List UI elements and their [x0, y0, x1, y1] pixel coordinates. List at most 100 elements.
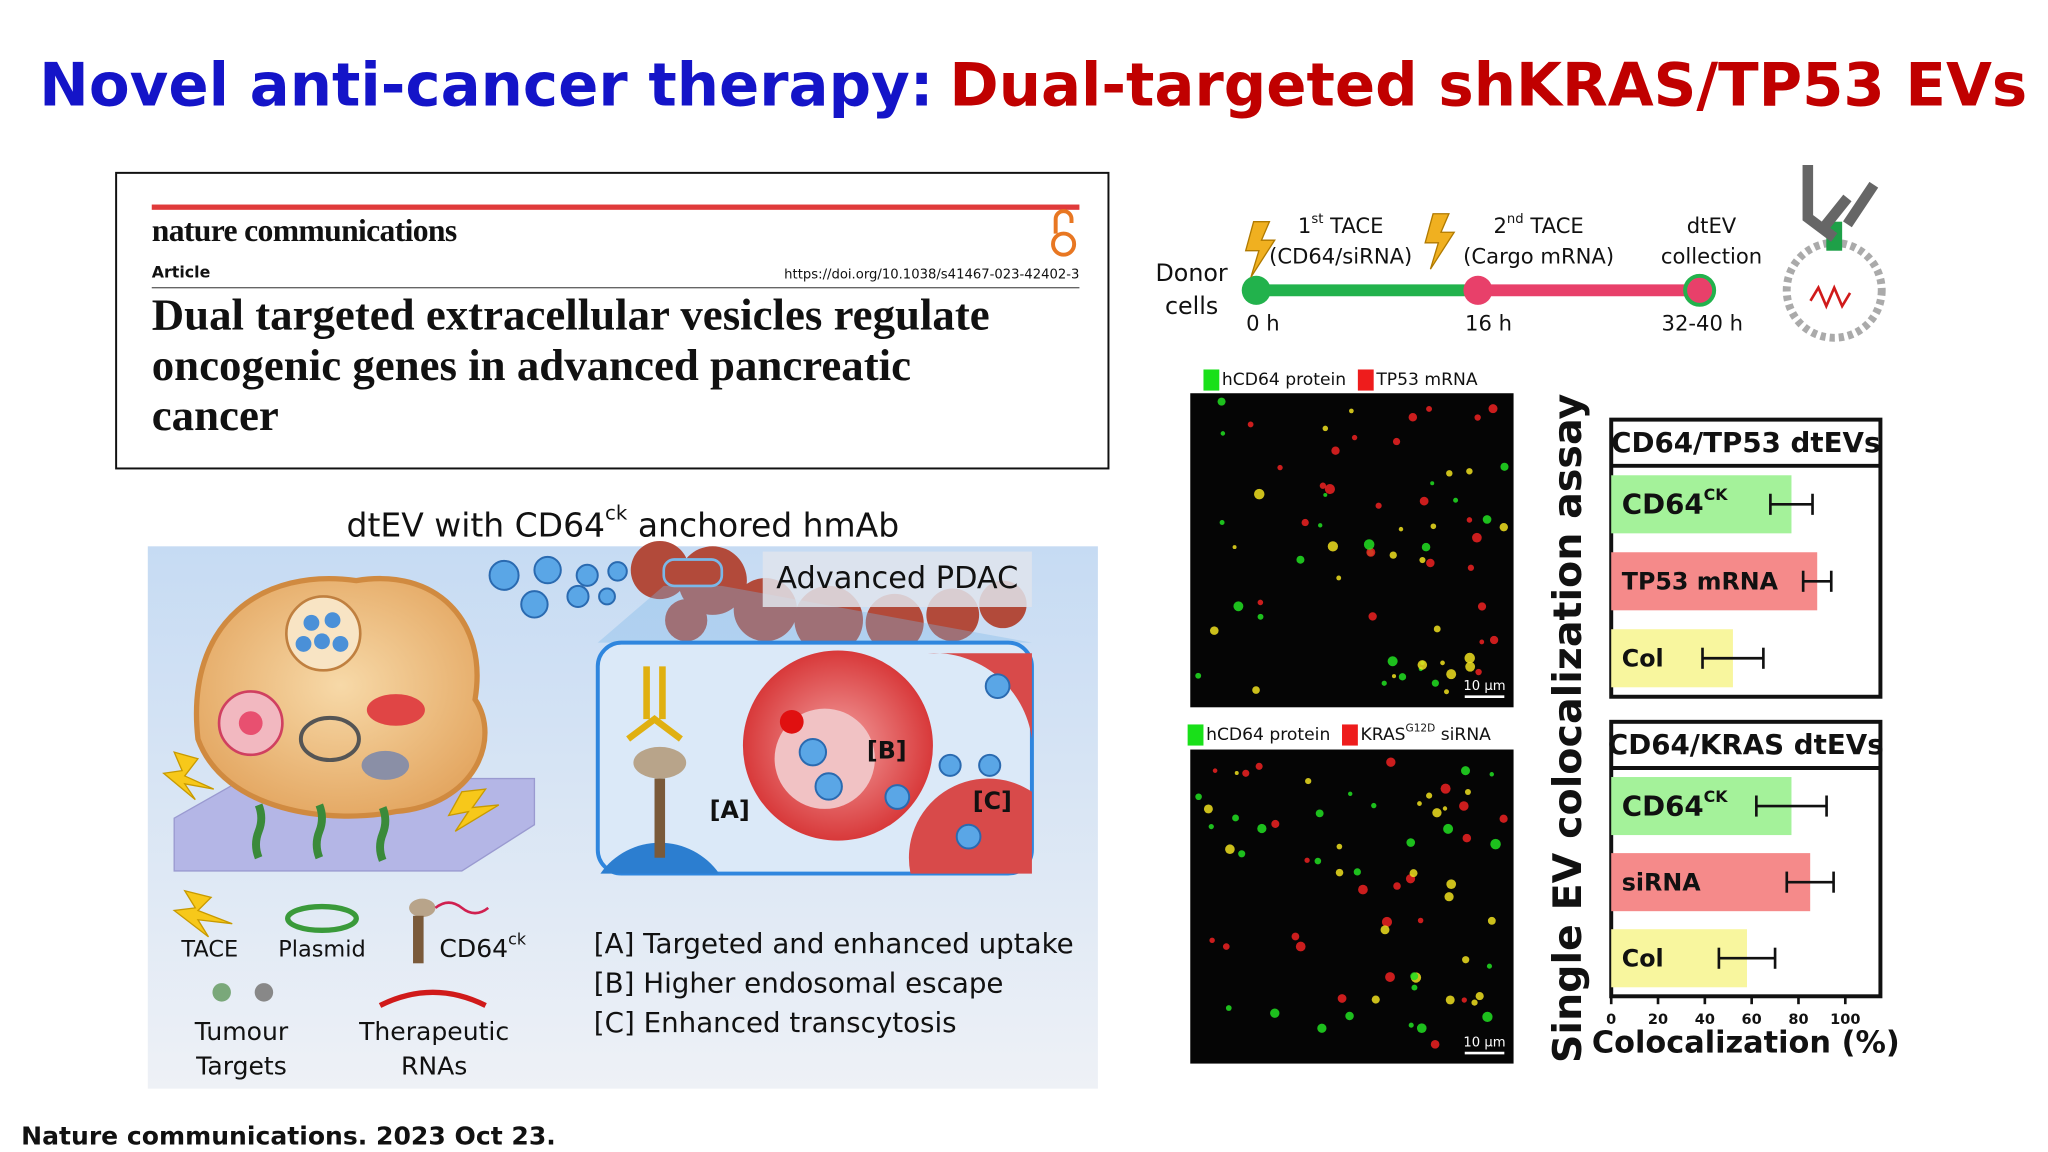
- illustration-shape-shape: [447, 788, 500, 832]
- category-text: Col: [1622, 944, 1664, 972]
- error-bar: [1769, 493, 1814, 515]
- illustration-shape-shape: [295, 636, 312, 652]
- fluorescent-spot: [1301, 518, 1309, 527]
- illustration-shape: [295, 612, 349, 652]
- article-card-shape-shape: [1051, 231, 1077, 257]
- error-bar: [1717, 947, 1777, 969]
- fluorescent-spot: [1225, 1005, 1232, 1011]
- fluorescent-spot: [1466, 517, 1473, 523]
- fluorescent-spot: [1472, 532, 1482, 543]
- scale-bar-label: 10 µm: [1463, 1035, 1505, 1050]
- fluorescent-spot: [1490, 838, 1501, 850]
- fluorescent-spot: [1487, 916, 1496, 925]
- article-title-line: Dual targeted extracellular vesicles reg…: [152, 290, 990, 340]
- legend-swatch: [1203, 369, 1220, 391]
- timeline-shape: [1241, 275, 1271, 305]
- fluorescent-spot: [1477, 602, 1487, 611]
- fluorescent-spot: [1499, 814, 1508, 823]
- illustration-shape-shape: [978, 753, 1002, 777]
- fluorescent-spot: [1464, 652, 1475, 664]
- fluorescent-spot: [1471, 999, 1478, 1006]
- fluorescent-spot: [1380, 925, 1390, 935]
- fluorescent-spot: [1489, 772, 1494, 777]
- timeline: [1241, 164, 1886, 342]
- fluorescent-spot: [1408, 412, 1418, 422]
- fluorescent-spot: [1479, 639, 1485, 645]
- fluorescent-spot: [1220, 431, 1226, 436]
- fluorescent-spot: [1371, 802, 1377, 809]
- chart-title: CD64/TP53 dtEVs: [1611, 426, 1880, 459]
- timeline-shape: [1802, 164, 1879, 242]
- fluorescent-spot: [1232, 545, 1237, 550]
- fluorescent-spot: [1203, 804, 1213, 814]
- illustration-shape-shape: [798, 737, 828, 767]
- timeline-shape: [1244, 221, 1276, 278]
- time-label: 32-40 h: [1662, 311, 1743, 336]
- step-text: 2: [1493, 213, 1506, 238]
- timeline-end: dtEV: [1687, 213, 1737, 238]
- legend-label: KRASG12D siRNA: [1360, 722, 1491, 745]
- timeline-step: 1st TACE: [1298, 212, 1384, 238]
- illustration-shape-shape: [566, 584, 590, 608]
- illustration-shape-shape: [212, 983, 231, 1002]
- legend-text: siRNA: [1435, 725, 1491, 745]
- fluorescent-spot: [1398, 526, 1404, 532]
- fluorescent-spot: [1366, 547, 1376, 557]
- illustration-shape: [626, 666, 683, 742]
- fluorescent-spot: [1255, 762, 1263, 770]
- fluorescent-spot: [1482, 515, 1492, 524]
- illustration-shape: [172, 889, 233, 938]
- fluorescent-spot: [1353, 868, 1361, 876]
- fluorescent-spot: [1322, 425, 1329, 432]
- fluorescent-spot: [1257, 613, 1264, 620]
- fluorescent-spot: [1238, 850, 1246, 858]
- superscript: CK: [1704, 485, 1729, 504]
- legend-label: TP53 mRNA: [1375, 370, 1477, 390]
- fluorescent-spot: [1389, 551, 1397, 559]
- fluorescent-spot: [1208, 823, 1214, 830]
- fluorescent-spot: [1386, 757, 1396, 767]
- fluorescent-spot: [1475, 668, 1482, 676]
- illustration-shape-shape: [938, 753, 962, 777]
- fluorescent-spot: [1257, 823, 1267, 834]
- fluorescent-spot: [1304, 857, 1310, 863]
- fluorescent-spot: [1336, 843, 1343, 850]
- fluorescent-spot: [1475, 992, 1484, 1001]
- fluorescent-spot: [1430, 523, 1437, 530]
- x-tick-label: 80: [1788, 1012, 1808, 1028]
- fluorescent-spot: [1209, 937, 1215, 944]
- callout: [C]: [973, 787, 1012, 815]
- fluorescent-spot: [1409, 869, 1418, 878]
- fluorescent-spot: [1209, 626, 1219, 635]
- fluorescent-spot: [1446, 879, 1457, 890]
- fluorescent-spot: [1416, 1023, 1427, 1033]
- diagram-title: dtEV with CD64ck anchored hmAb: [347, 501, 900, 544]
- error-bar: [1785, 871, 1835, 893]
- fluorescent-spot: [1499, 522, 1508, 532]
- illustration-shape: [238, 711, 263, 736]
- fluorescent-spot: [1440, 783, 1451, 794]
- category-label: CD64CK: [1622, 786, 1729, 822]
- category-label: TP53 mRNA: [1622, 567, 1779, 595]
- fluorescent-spot: [1254, 488, 1265, 500]
- legend-text: KRAS: [1360, 725, 1405, 745]
- category-label: Col: [1622, 644, 1664, 672]
- fluorescent-spot: [1385, 972, 1395, 982]
- doi: https://doi.org/10.1038/s41467-023-42402…: [784, 267, 1079, 282]
- x-tick-label: 60: [1742, 1012, 1762, 1028]
- timeline-source: Donor: [1156, 259, 1228, 287]
- fluorescent-spot: [1482, 1011, 1493, 1022]
- fluorescent-spot: [1444, 689, 1449, 695]
- fluorescent-spot: [1324, 484, 1335, 495]
- illustration-shape-shape: [332, 636, 349, 652]
- illustration-shape: [662, 558, 724, 588]
- article-card-shape: [115, 171, 1110, 470]
- legend-text: TP53 mRNA: [1375, 370, 1477, 390]
- illustration-shape: [212, 983, 274, 1002]
- article-card-shape: [151, 204, 1080, 210]
- effect-item: [A] Targeted and enhanced uptake: [594, 927, 1074, 960]
- legend-text: hCD64 protein: [1222, 370, 1346, 390]
- fluorescent-spot: [1222, 943, 1230, 950]
- legend-label: hCD64 protein: [1222, 370, 1346, 390]
